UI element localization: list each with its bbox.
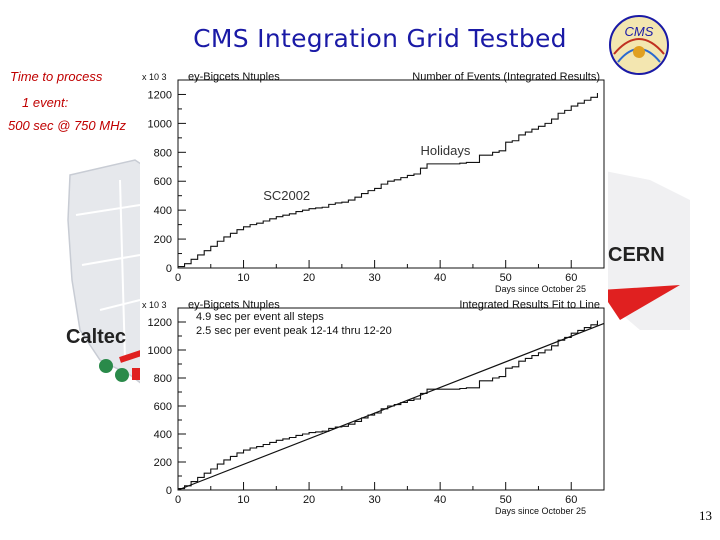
x-tick-label: 0	[175, 272, 181, 284]
chart-title: ey-Bigcets Ntuples	[188, 71, 280, 83]
site-marker	[115, 368, 129, 382]
x-tick-label: 30	[368, 494, 380, 506]
note-line-1: Time to process	[10, 69, 103, 84]
y-tick-label: 600	[154, 401, 172, 413]
x-tick-label: 40	[434, 494, 446, 506]
y-tick-label: 200	[154, 457, 172, 469]
note-line-2: 1 event:	[22, 95, 69, 110]
y-tick-label: 400	[154, 205, 172, 217]
y-tick-label: 200	[154, 234, 172, 246]
site-marker-red	[132, 368, 142, 380]
y-tick-label: 800	[154, 147, 172, 159]
x-tick-label: 60	[565, 494, 577, 506]
x-tick-label: 50	[500, 272, 512, 284]
chart-2-background	[140, 294, 608, 522]
logo-text: CMS	[625, 24, 654, 39]
map-label-caltech: Caltec	[66, 326, 126, 348]
slide-title: CMS Integration Grid Testbed	[193, 24, 567, 53]
y-tick-label: 1000	[148, 118, 172, 130]
x-tick-label: 20	[303, 494, 315, 506]
y-tick-label: 400	[154, 429, 172, 441]
map-label-cern: CERN	[608, 244, 665, 266]
y-tick-label: 1000	[148, 345, 172, 357]
chart-subtitle: Integrated Results Fit to Line	[459, 299, 600, 311]
chart-annotation: SC2002	[263, 188, 310, 203]
plot-frame	[177, 79, 605, 269]
y-tick-label: 1200	[148, 89, 172, 101]
x-tick-label: 40	[434, 272, 446, 284]
series-line	[178, 320, 598, 490]
y-tick-label: 800	[154, 373, 172, 385]
cern-arrow	[600, 285, 680, 320]
y-tick-label: 0	[166, 263, 172, 275]
x-axis-label: Days since October 25	[495, 284, 586, 294]
x-tick-label: 10	[237, 494, 249, 506]
legend-entry: 2.5 sec per event peak 12-14 thru 12-20	[196, 325, 392, 337]
y-tick-label: 1200	[148, 317, 172, 329]
chart-integrated-results: ey-Bigcets Ntuples Number of Events (Inte…	[140, 66, 608, 294]
chart-1-background	[140, 66, 608, 294]
y-multiplier: x 10 3	[142, 72, 167, 82]
y-multiplier: x 10 3	[142, 300, 167, 310]
page-number: 13	[699, 508, 712, 523]
x-tick-label: 60	[565, 272, 577, 284]
chart-subtitle: Number of Events (Integrated Results)	[412, 71, 600, 83]
chart-title: ey-Bigcets Ntuples	[188, 299, 280, 311]
chart-fit-to-line: ey-Bigcets Ntuples Integrated Results Fit…	[140, 294, 608, 522]
note-line-3: 500 sec @ 750 MHz	[8, 118, 126, 133]
x-tick-label: 30	[368, 272, 380, 284]
cms-logo-icon: CMS	[609, 15, 669, 75]
x-tick-label: 50	[500, 494, 512, 506]
fit-line	[177, 322, 605, 491]
site-marker	[99, 359, 113, 373]
x-tick-label: 10	[237, 272, 249, 284]
legend-entry: 4.9 sec per event all steps	[196, 311, 324, 323]
x-tick-label: 20	[303, 272, 315, 284]
y-tick-label: 600	[154, 176, 172, 188]
y-tick-label: 0	[166, 485, 172, 497]
chart-annotation: Holidays	[420, 143, 470, 158]
series-line	[178, 93, 598, 268]
plot-frame	[177, 307, 605, 491]
europe-map-background	[600, 170, 690, 330]
x-tick-label: 0	[175, 494, 181, 506]
x-axis-label: Days since October 25	[495, 506, 586, 516]
